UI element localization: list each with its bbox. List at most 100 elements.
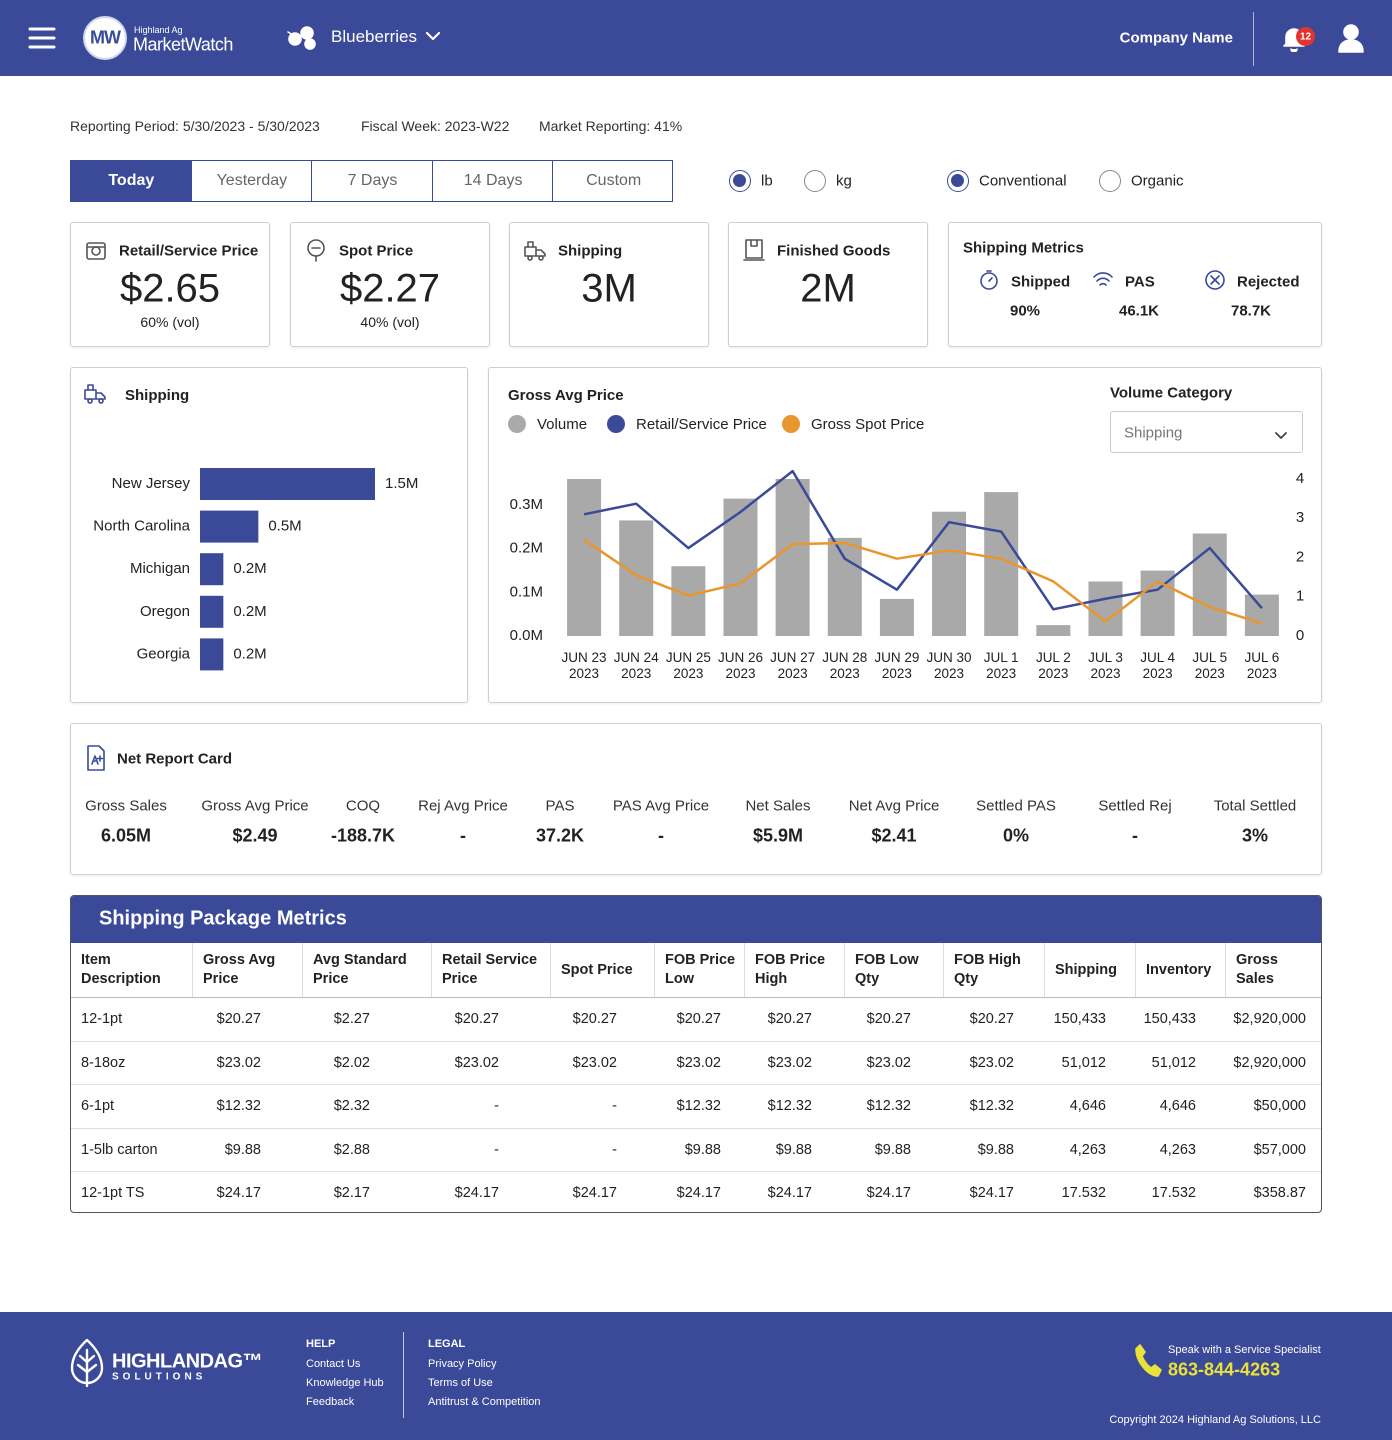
volume-category-label: Volume Category xyxy=(1110,384,1233,402)
report-label: Settled PAS xyxy=(976,797,1056,815)
table: Shipping Package Metrics Item Description… xyxy=(70,895,1322,1213)
product-select[interactable]: Blueberries xyxy=(331,27,417,46)
icon-part xyxy=(1275,432,1287,439)
cell: $20.27 xyxy=(454,1011,499,1027)
icon-part xyxy=(70,1338,104,1388)
cell: $2.88 xyxy=(333,1141,370,1158)
berry-icon xyxy=(285,24,321,50)
icon-part xyxy=(1338,39,1364,53)
radio[interactable] xyxy=(804,170,826,192)
cell: 8-18oz xyxy=(81,1054,126,1071)
column-header: Item Description xyxy=(81,952,161,987)
tab[interactable]: Custom xyxy=(552,160,673,202)
icon-part xyxy=(84,389,106,400)
cell: 4,263 xyxy=(1069,1141,1106,1158)
icon-part xyxy=(87,384,94,391)
tab[interactable]: Yesterday xyxy=(190,160,313,202)
footer-heading: LEGAL xyxy=(428,1338,466,1350)
icon-part xyxy=(1290,48,1298,53)
icon-part xyxy=(1205,270,1225,290)
menu-icon xyxy=(28,26,56,50)
reporting-period: Reporting Period: 5/30/2023 - 5/30/2023 xyxy=(70,118,320,134)
footer-heading: HELP xyxy=(306,1338,336,1350)
cell: $9.88 xyxy=(977,1141,1014,1158)
kpi-sub: 40% (vol) xyxy=(360,314,420,330)
icon-part xyxy=(745,239,763,259)
shipping-metrics-title: Shipping Metrics xyxy=(963,239,1084,257)
footer-link[interactable]: Antitrust & Competition xyxy=(428,1396,541,1408)
icon-part xyxy=(743,239,765,261)
radio[interactable] xyxy=(1099,170,1121,192)
cell: $20.27 xyxy=(866,1011,911,1027)
column-header: Inventory xyxy=(1135,943,1225,997)
cell: 12-1pt TS xyxy=(81,1185,145,1201)
fiscal-week: Fiscal Week: 2023-W22 xyxy=(361,118,510,134)
icon-part xyxy=(1135,1344,1162,1377)
cell: $9.88 xyxy=(874,1141,911,1158)
cell: 17.532 xyxy=(1061,1185,1106,1201)
icon-part xyxy=(304,38,316,50)
radio[interactable] xyxy=(947,170,969,192)
report-value: $5.9M xyxy=(752,825,804,846)
tab[interactable]: 7 Days xyxy=(311,160,433,202)
icon-part xyxy=(524,246,546,257)
icon-part xyxy=(743,239,765,261)
column-header: Gross Sales xyxy=(1225,943,1321,997)
cell: $358.87 xyxy=(1253,1185,1306,1201)
icon-part xyxy=(1338,24,1364,53)
icon-part xyxy=(86,242,106,260)
cell: 6-1pt xyxy=(81,1098,115,1114)
table-header xyxy=(71,896,1321,943)
tab[interactable]: 14 Days xyxy=(431,160,554,202)
shipping-icon xyxy=(83,381,115,409)
footer-link[interactable]: Feedback xyxy=(306,1396,355,1408)
kpi-title: Finished Goods xyxy=(777,242,891,260)
icon-part xyxy=(425,31,441,41)
report-label: Total Settled xyxy=(1213,797,1297,815)
metric-label: Shipped xyxy=(1011,273,1071,291)
tab-label: 14 Days xyxy=(463,172,523,189)
report-value: $2.41 xyxy=(871,825,917,846)
row-line xyxy=(71,997,1321,998)
tab[interactable]: Today xyxy=(70,160,192,202)
cell: $23.02 xyxy=(767,1054,812,1071)
cell: $9.88 xyxy=(684,1141,721,1158)
footer-link[interactable]: Privacy Policy xyxy=(428,1358,497,1370)
cell: 51,012 xyxy=(1151,1054,1196,1071)
cell: $24.17 xyxy=(676,1185,721,1201)
icon-part xyxy=(425,31,441,41)
volume-select[interactable]: Shipping xyxy=(1110,411,1303,453)
report-value: 6.05M xyxy=(100,825,152,846)
footer-link[interactable]: Terms of Use xyxy=(428,1377,493,1389)
card: Finished Goods 2M xyxy=(728,222,928,347)
report-label: Net Avg Price xyxy=(848,797,940,815)
cell: $9.88 xyxy=(775,1141,812,1158)
kpi-title: Retail/Service Price xyxy=(119,242,259,260)
metric-label: PAS xyxy=(1125,273,1155,291)
icon-part xyxy=(538,255,544,261)
chevron xyxy=(425,30,441,42)
kpi-value: $2.65 xyxy=(119,266,221,311)
cell: - xyxy=(612,1098,617,1114)
footer-link[interactable]: Knowledge Hub xyxy=(306,1377,384,1389)
cell: $12.32 xyxy=(866,1098,911,1114)
radio-dot xyxy=(733,174,746,187)
cell: $20.27 xyxy=(676,1011,721,1027)
kpi-icon xyxy=(523,238,549,264)
icon-part xyxy=(76,1348,98,1388)
cell: $24.17 xyxy=(216,1185,261,1201)
metric-value: 78.7K xyxy=(1230,302,1272,320)
icon-part xyxy=(287,26,316,50)
footer-link[interactable]: Contact Us xyxy=(306,1358,361,1370)
column-header: FOB High Qty xyxy=(943,943,1044,997)
report-label: Gross Sales xyxy=(85,797,167,815)
cell: 150,433 xyxy=(1053,1011,1106,1027)
icon-part xyxy=(91,755,104,765)
kpi-icon xyxy=(742,238,768,264)
radio-label: Conventional xyxy=(979,172,1067,190)
kpi-icon xyxy=(304,238,330,264)
radio[interactable] xyxy=(729,170,751,192)
radio-dot xyxy=(951,174,964,187)
icon-part xyxy=(1093,272,1113,286)
